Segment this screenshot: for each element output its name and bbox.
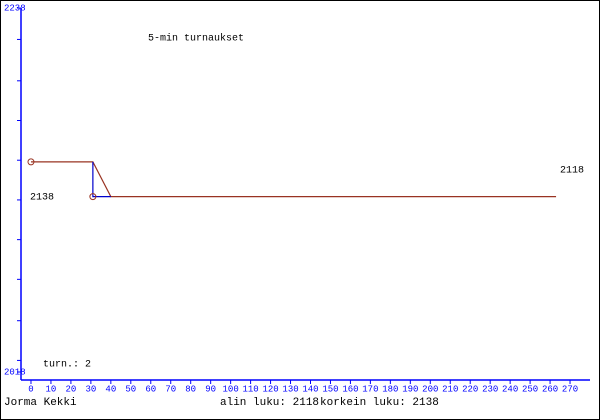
x-tick-label: 30 [85,384,96,394]
annotation: 2118 [560,166,584,177]
chart-title: 5-min turnaukset [148,33,244,45]
x-tick-label: 60 [145,384,156,394]
rating-marker [89,193,97,201]
x-tick-label: 120 [262,384,278,394]
x-tick-label: 110 [242,384,258,394]
x-tick-label: 140 [302,384,318,394]
x-tick-label: 20 [66,384,77,394]
x-tick-label: 180 [382,384,398,394]
x-tick-label: 170 [362,384,378,394]
x-tick-label: 90 [205,384,216,394]
x-tick-label: 130 [282,384,298,394]
x-tick-label: 230 [482,384,498,394]
x-tick-label: 70 [165,384,176,394]
x-tick-label: 250 [522,384,538,394]
x-tick-label: 40 [105,384,116,394]
rating-line [30,161,557,198]
x-tick-label: 160 [342,384,358,394]
rating-marker [27,158,35,166]
x-tick-label: 200 [422,384,438,394]
x-tick-label: 100 [223,384,239,394]
lowest-rating: alin luku: 2118 [220,397,319,409]
y-tick-label: 2018 [4,367,26,377]
x-tick-label: 270 [562,384,578,394]
x-tick-label: 220 [462,384,478,394]
x-tick-label: 10 [46,384,57,394]
x-tick-label: 190 [402,384,418,394]
x-tick-label: 50 [125,384,136,394]
player-name: Jorma Kekki [4,397,77,409]
x-tick-label: 150 [322,384,338,394]
x-tick-label: 0 [28,384,33,394]
x-tick-label: 240 [502,384,518,394]
x-tick-label: 80 [185,384,196,394]
x-tick-label: 260 [542,384,558,394]
y-tick-label: 2238 [4,3,26,13]
highest-rating: korkein luku: 2138 [320,397,439,409]
annotation: 2138 [30,193,54,204]
games-count: turn.: 2 [43,360,91,371]
rating-line [92,161,111,198]
x-tick-label: 210 [442,384,458,394]
